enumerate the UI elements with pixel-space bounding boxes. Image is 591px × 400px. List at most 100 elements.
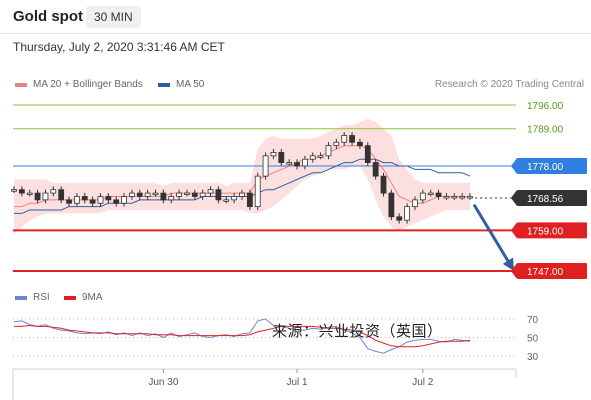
level-tag-pointer — [511, 157, 517, 174]
rsi-tick-label: 30 — [527, 352, 539, 363]
candle-body — [136, 192, 143, 197]
rsi-swatch — [15, 295, 27, 300]
candle-body — [97, 196, 104, 204]
candle-body — [364, 145, 371, 163]
ma50-label: MA 50 — [176, 79, 205, 90]
rsi-tick-label: 50 — [527, 334, 539, 345]
level-label-1: 1789.00 — [527, 125, 564, 136]
timeframe-badge[interactable]: 30 MIN — [86, 6, 141, 28]
level-tag-5 — [517, 263, 587, 279]
candle-body — [380, 175, 387, 194]
candle-body — [26, 192, 33, 195]
candle-body — [427, 192, 434, 195]
ma20-label: MA 20 + Bollinger Bands — [33, 79, 143, 90]
candle-body — [199, 192, 206, 197]
candle-body — [286, 162, 293, 165]
candle-body — [301, 158, 308, 167]
candle-body — [81, 196, 88, 201]
candle-body — [396, 216, 403, 221]
header: Gold spot 30 MIN — [0, 0, 591, 36]
candle-body — [294, 162, 300, 167]
ma50-swatch — [158, 82, 170, 87]
candle-body — [113, 199, 120, 204]
rsi-tick-label: 70 — [527, 315, 539, 326]
candle-body — [459, 196, 466, 199]
candle-body — [412, 199, 418, 208]
time-label: Jun 30 — [148, 377, 178, 388]
candle-body — [419, 192, 426, 201]
level-label-0: 1796.00 — [527, 101, 564, 112]
bollinger-band — [14, 118, 470, 234]
candle-body — [50, 189, 57, 194]
rsi-label: RSI — [33, 292, 50, 303]
candle-body — [262, 155, 269, 177]
candle-body — [443, 196, 450, 199]
candle-body — [152, 192, 159, 195]
candle-body — [18, 189, 25, 194]
candle-body — [467, 196, 473, 199]
candle-body — [333, 141, 340, 147]
candle-body — [435, 192, 442, 197]
candle-body — [309, 155, 316, 160]
level-tag-pointer — [511, 263, 517, 279]
candle-body — [66, 199, 72, 204]
projection-arrowhead — [502, 257, 515, 272]
candle-body — [11, 189, 17, 192]
candle-body — [73, 196, 80, 204]
ma20-swatch — [15, 82, 27, 87]
candle-body — [223, 199, 230, 202]
level-label-2: 1778.00 — [527, 162, 564, 173]
level-label-4: 1759.00 — [527, 226, 564, 237]
candle-body — [144, 192, 151, 197]
legend-rsi: RSI — [15, 292, 50, 303]
candle-body — [246, 192, 253, 208]
candle-body — [388, 192, 395, 218]
ma9-label: 9MA — [82, 292, 103, 303]
candle-body — [191, 192, 198, 197]
candle-body — [129, 192, 135, 197]
legend-9ma: 9MA — [64, 292, 103, 303]
candle-body — [34, 192, 41, 201]
candle-body — [160, 192, 167, 201]
legend-ma20: MA 20 + Bollinger Bands — [15, 79, 143, 90]
candle-body — [89, 199, 96, 204]
level-label-5: 1747.00 — [527, 267, 564, 278]
source-watermark: 来源：兴业投资（英国） — [272, 323, 443, 340]
projection-arrow — [472, 203, 514, 269]
rsi-line — [13, 318, 471, 354]
header-divider — [0, 33, 591, 34]
level-tag-pointer — [511, 189, 517, 206]
candle-body — [254, 175, 261, 208]
candle-body — [121, 196, 127, 204]
copyright: Research © 2020 Trading Central — [434, 79, 584, 90]
candle-body — [451, 196, 458, 199]
timestamp: Thursday, July 2, 2020 3:31:46 AM CET — [13, 40, 225, 54]
candle-body — [341, 135, 348, 143]
candle-body — [215, 189, 222, 201]
candle-body — [168, 196, 175, 201]
legend-ma50: MA 50 — [158, 79, 204, 90]
candle-body — [270, 152, 277, 157]
candle-body — [239, 192, 245, 197]
candle-body — [404, 206, 411, 221]
level-tag-pointer — [511, 222, 517, 239]
candle-body — [207, 189, 214, 194]
instrument-title: Gold spot — [13, 8, 83, 25]
level-label-3: 1768.56 — [527, 194, 564, 205]
candle-body — [278, 152, 285, 163]
rsi-ma9-line — [14, 324, 471, 348]
candle-body — [325, 145, 332, 157]
candle-body — [372, 162, 379, 177]
level-tag-2 — [517, 157, 587, 174]
time-label: Jul 2 — [412, 377, 434, 388]
candle-body — [105, 196, 112, 201]
candle-body — [184, 192, 190, 195]
candle-body — [357, 141, 363, 147]
candle-body — [231, 196, 238, 201]
ma9-swatch — [64, 295, 76, 300]
candle-body — [317, 155, 324, 158]
candle-body — [42, 192, 49, 201]
level-tag-3 — [517, 189, 587, 206]
candle-body — [349, 135, 355, 143]
